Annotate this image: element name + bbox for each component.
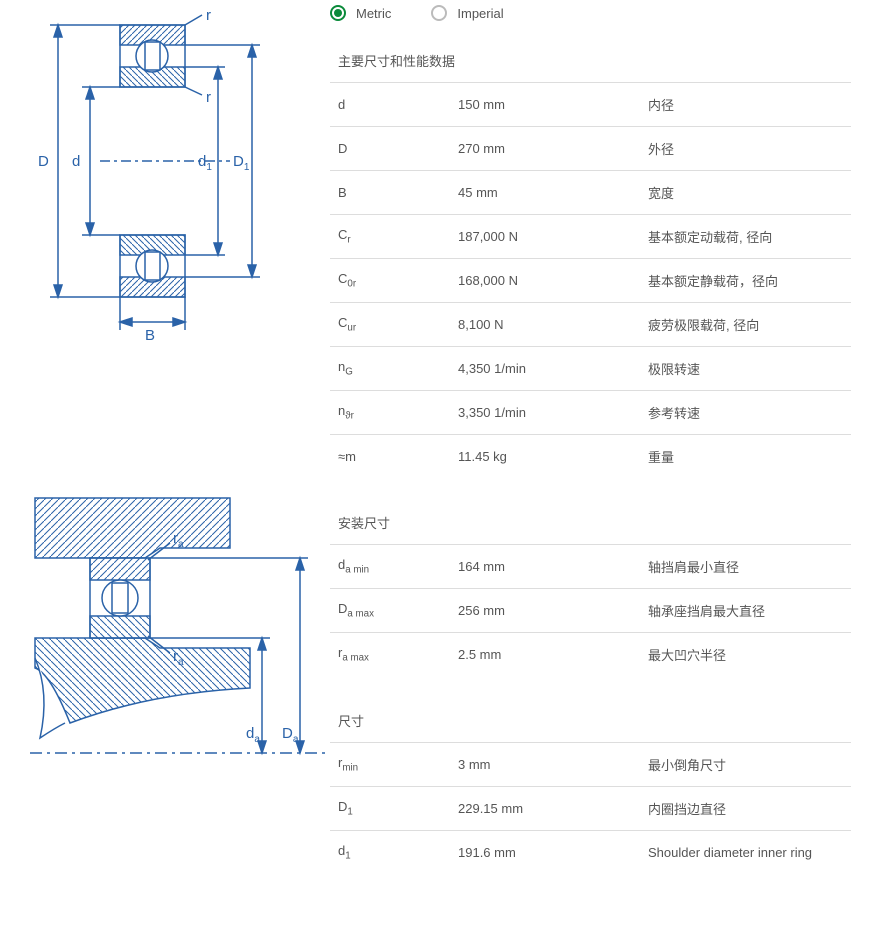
radio-metric[interactable]: Metric	[330, 5, 391, 21]
value-cell: 8,100 N	[450, 303, 640, 347]
value-cell: 2.5 mm	[450, 633, 640, 677]
symbol-cell: D	[330, 127, 450, 171]
bearing-cross-section-diagram: D d d1 D1 B r r	[30, 10, 310, 353]
symbol-cell: nG	[330, 347, 450, 391]
value-cell: 4,350 1/min	[450, 347, 640, 391]
spec-section: 尺寸rmin3 mm最小倒角尺寸D1229.15 mm内圈挡边直径d1191.6…	[330, 711, 851, 874]
symbol-cell: nϑr	[330, 391, 450, 435]
description-cell: 基本额定动载荷, 径向	[640, 215, 851, 259]
dim-r-bot: r	[206, 89, 211, 106]
spec-section: 安装尺寸da min164 mm轴挡肩最小直径Da max256 mm轴承座挡肩…	[330, 513, 851, 676]
value-cell: 270 mm	[450, 127, 640, 171]
table-row: C0r168,000 N基本额定静载荷，径向	[330, 259, 851, 303]
table-row: rmin3 mm最小倒角尺寸	[330, 743, 851, 787]
table-row: d1191.6 mmShoulder diameter inner ring	[330, 831, 851, 874]
value-cell: 3,350 1/min	[450, 391, 640, 435]
symbol-cell: rmin	[330, 743, 450, 787]
radio-imperial-label: Imperial	[457, 6, 503, 21]
spec-section: 主要尺寸和性能数据d150 mm内径D270 mm外径B45 mm宽度Cr187…	[330, 51, 851, 478]
section-title: 安装尺寸	[330, 513, 851, 544]
description-cell: 疲劳极限载荷, 径向	[640, 303, 851, 347]
description-cell: 外径	[640, 127, 851, 171]
description-cell: 轴承座挡肩最大直径	[640, 589, 851, 633]
dim-B: B	[145, 327, 155, 344]
value-cell: 164 mm	[450, 545, 640, 589]
description-cell: 轴挡肩最小直径	[640, 545, 851, 589]
dim-da: da	[246, 725, 260, 745]
symbol-cell: D1	[330, 787, 450, 831]
table-row: da min164 mm轴挡肩最小直径	[330, 545, 851, 589]
dim-d: d	[72, 153, 80, 170]
symbol-cell: d1	[330, 831, 450, 874]
table-row: nG4,350 1/min极限转速	[330, 347, 851, 391]
description-cell: Shoulder diameter inner ring	[640, 831, 851, 874]
description-cell: 基本额定静载荷，径向	[640, 259, 851, 303]
value-cell: 168,000 N	[450, 259, 640, 303]
radio-selected-icon	[330, 5, 346, 21]
description-cell: 内圈挡边直径	[640, 787, 851, 831]
value-cell: 229.15 mm	[450, 787, 640, 831]
table-row: ≈m11.45 kg重量	[330, 435, 851, 479]
spec-table: da min164 mm轴挡肩最小直径Da max256 mm轴承座挡肩最大直径…	[330, 544, 851, 676]
symbol-cell: d	[330, 83, 450, 127]
spec-table: d150 mm内径D270 mm外径B45 mm宽度Cr187,000 N基本额…	[330, 82, 851, 478]
radio-metric-label: Metric	[356, 6, 391, 21]
dim-D1: D1	[233, 153, 250, 173]
symbol-cell: Cr	[330, 215, 450, 259]
value-cell: 3 mm	[450, 743, 640, 787]
table-row: D270 mm外径	[330, 127, 851, 171]
description-cell: 宽度	[640, 171, 851, 215]
radio-unselected-icon	[431, 5, 447, 21]
section-title: 尺寸	[330, 711, 851, 742]
mounting-diagram: ra ra da Da	[30, 493, 310, 776]
symbol-cell: Da max	[330, 589, 450, 633]
spec-table: rmin3 mm最小倒角尺寸D1229.15 mm内圈挡边直径d1191.6 m…	[330, 742, 851, 874]
table-row: d150 mm内径	[330, 83, 851, 127]
dim-D: D	[38, 153, 49, 170]
symbol-cell: ≈m	[330, 435, 450, 479]
value-cell: 191.6 mm	[450, 831, 640, 874]
value-cell: 45 mm	[450, 171, 640, 215]
description-cell: 参考转速	[640, 391, 851, 435]
table-row: Cur8,100 N疲劳极限载荷, 径向	[330, 303, 851, 347]
table-row: nϑr3,350 1/min参考转速	[330, 391, 851, 435]
table-row: B45 mm宽度	[330, 171, 851, 215]
description-cell: 最大凹穴半径	[640, 633, 851, 677]
description-cell: 极限转速	[640, 347, 851, 391]
table-row: Da max256 mm轴承座挡肩最大直径	[330, 589, 851, 633]
dim-d1: d1	[198, 153, 212, 173]
unit-selector: Metric Imperial	[330, 5, 851, 21]
symbol-cell: Cur	[330, 303, 450, 347]
description-cell: 内径	[640, 83, 851, 127]
value-cell: 256 mm	[450, 589, 640, 633]
description-cell: 最小倒角尺寸	[640, 743, 851, 787]
symbol-cell: ra max	[330, 633, 450, 677]
table-row: Cr187,000 N基本额定动载荷, 径向	[330, 215, 851, 259]
symbol-cell: B	[330, 171, 450, 215]
dim-Da: Da	[282, 725, 299, 745]
table-row: ra max2.5 mm最大凹穴半径	[330, 633, 851, 677]
table-row: D1229.15 mm内圈挡边直径	[330, 787, 851, 831]
dim-r-top: r	[206, 10, 211, 24]
value-cell: 11.45 kg	[450, 435, 640, 479]
radio-imperial[interactable]: Imperial	[431, 5, 503, 21]
value-cell: 187,000 N	[450, 215, 640, 259]
section-title: 主要尺寸和性能数据	[330, 51, 851, 82]
symbol-cell: C0r	[330, 259, 450, 303]
description-cell: 重量	[640, 435, 851, 479]
symbol-cell: da min	[330, 545, 450, 589]
value-cell: 150 mm	[450, 83, 640, 127]
